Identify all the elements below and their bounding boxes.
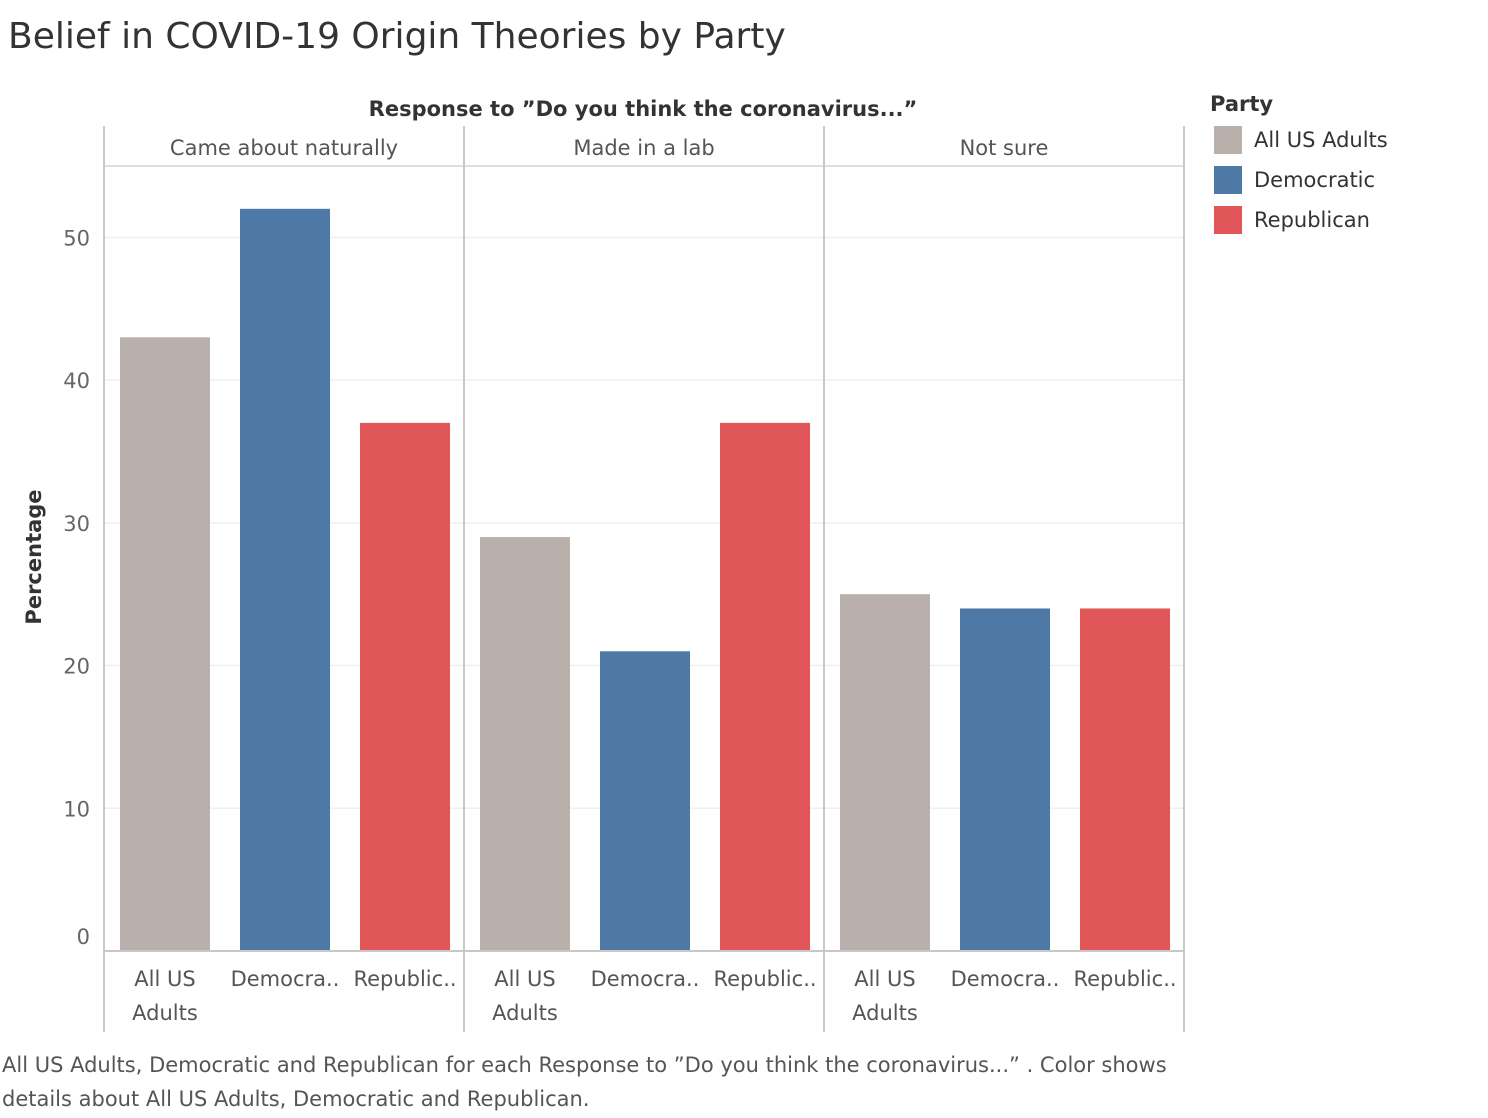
x-tick-label: All US Adults — [852, 967, 918, 1025]
x-tick-label: Democra.. — [231, 967, 340, 991]
legend-item[interactable]: Republican — [1210, 200, 1388, 240]
panel-label: Made in a lab — [573, 136, 714, 160]
y-tick-label: 20 — [63, 655, 90, 679]
bar — [1080, 608, 1170, 951]
legend: Party All US Adults Democratic Republican — [1210, 92, 1388, 240]
x-tick-label: All US Adults — [132, 967, 198, 1025]
x-tick-label: Democra.. — [951, 967, 1060, 991]
x-tick-label: All US Adults — [492, 967, 558, 1025]
bar — [720, 422, 810, 952]
panel-label: Not sure — [960, 136, 1049, 160]
bar — [240, 208, 330, 951]
legend-swatch — [1214, 206, 1242, 234]
bar — [600, 651, 690, 951]
bar — [120, 337, 210, 952]
legend-label: Republican — [1254, 208, 1370, 232]
column-header: Response to ”Do you think the coronaviru… — [369, 97, 918, 121]
y-tick-label: 50 — [63, 226, 90, 250]
x-tick-label: Republic.. — [353, 967, 456, 991]
legend-title: Party — [1210, 92, 1274, 116]
legend-item[interactable]: Democratic — [1210, 160, 1388, 200]
bar — [840, 594, 930, 951]
bar — [960, 608, 1050, 951]
chart-plot: Response to ”Do you think the coronaviru… — [22, 97, 1185, 1032]
y-tick-label: 30 — [63, 512, 90, 536]
x-tick-label: Republic.. — [1073, 967, 1176, 991]
bar — [360, 422, 450, 952]
bar — [480, 537, 570, 951]
legend-swatch — [1214, 126, 1242, 154]
legend-swatch — [1214, 166, 1242, 194]
y-tick-label: 0 — [77, 925, 90, 949]
panel-label: Came about naturally — [170, 136, 398, 160]
legend-item[interactable]: All US Adults — [1210, 120, 1388, 160]
x-tick-label: Democra.. — [591, 967, 700, 991]
y-tick-label: 10 — [63, 797, 90, 821]
chart-title: Belief in COVID-19 Origin Theories by Pa… — [8, 16, 786, 57]
chart-caption: All US Adults, Democratic and Republican… — [2, 1053, 1167, 1111]
legend-label: Democratic — [1254, 168, 1376, 192]
y-tick-label: 40 — [63, 369, 90, 393]
x-tick-label: Republic.. — [713, 967, 816, 991]
legend-label: All US Adults — [1254, 128, 1388, 152]
y-axis-label: Percentage — [22, 489, 46, 624]
